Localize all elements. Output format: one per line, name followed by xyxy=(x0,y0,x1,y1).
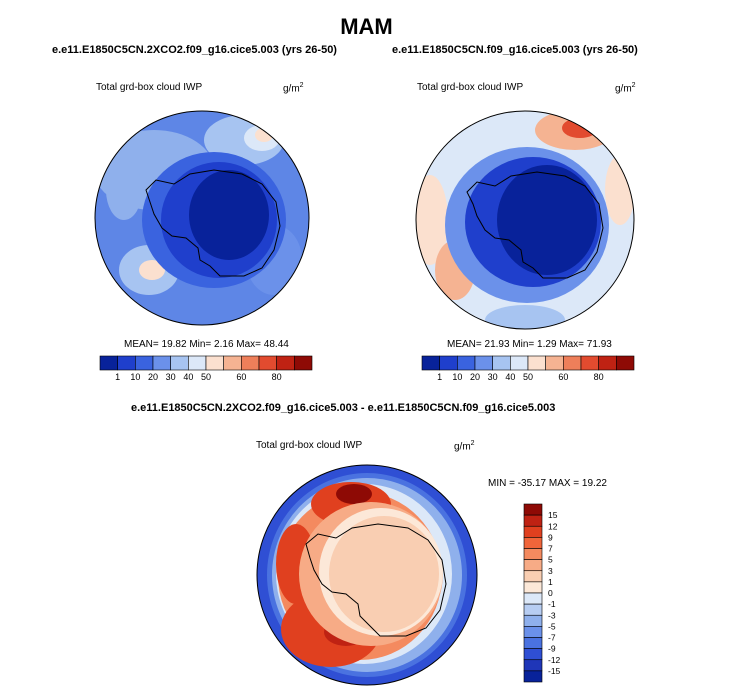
panel1-colorbar-label: 1 xyxy=(115,372,120,382)
panel3-colorbar-box xyxy=(523,525,543,538)
panel2-stats: MEAN= 21.93 Min= 1.29 Max= 71.93 xyxy=(447,339,612,350)
panel2-colorbar-label: 60 xyxy=(558,372,568,382)
panel3-units: g/m2 xyxy=(454,440,475,453)
panel3-colorbar-box xyxy=(523,603,543,616)
panel2-title: e.e11.E1850C5CN.f09_g16.cice5.003 (yrs 2… xyxy=(392,44,638,56)
panel1-colorbar: 1 10 20 30 40 50 60 80 xyxy=(99,355,313,382)
panel2-colorbar-box xyxy=(474,355,493,371)
panel3-colorbar-label: -5 xyxy=(548,621,556,631)
panel2-colorbar-label: 20 xyxy=(470,372,480,382)
panel1-colorbar-box xyxy=(117,355,136,371)
panel1-colorbar-box xyxy=(294,355,313,371)
panel3-colorbar-box xyxy=(523,614,543,627)
panel3-map xyxy=(256,464,478,686)
panel2-colorbar-box xyxy=(563,355,582,371)
panel2-colorbar-box xyxy=(527,355,546,371)
panel1-colorbar-box xyxy=(205,355,224,371)
panel2-colorbar-box xyxy=(510,355,529,371)
panel3-colorbar-box xyxy=(523,537,543,549)
panel1-colorbar-label: 60 xyxy=(236,372,246,382)
panel3-colorbar-box xyxy=(523,570,543,583)
panel3-colorbar-label: 5 xyxy=(548,555,553,565)
panel3-colorbar-label: 1 xyxy=(548,577,553,587)
panel3-colorbar-box xyxy=(523,514,543,527)
panel2-colorbar-label: 1 xyxy=(437,372,442,382)
panel2-colorbar-label: 40 xyxy=(505,372,515,382)
panel3-colorbar-box xyxy=(523,592,543,605)
panel3-colorbar-box xyxy=(523,648,543,661)
panel3-colorbar-label: -15 xyxy=(548,666,561,676)
panel2-colorbar-box xyxy=(598,355,617,371)
panel3-colorbar-label: 3 xyxy=(548,566,553,576)
panel1-colorbar-box xyxy=(99,355,118,371)
panel3-colorbar-label: -7 xyxy=(548,633,556,643)
panel2-colorbar-box xyxy=(616,355,635,371)
panel1-colorbar-label: 20 xyxy=(148,372,158,382)
panel1-units: g/m2 xyxy=(283,82,304,95)
panel2-colorbar-box xyxy=(580,355,599,371)
panel1-colorbar-box xyxy=(152,355,171,371)
panel3-colorbar-label: 9 xyxy=(548,532,553,542)
panel3-colorbar-box xyxy=(523,670,543,683)
panel2-colorbar-box xyxy=(492,355,511,371)
panel3-colorbar-label: 7 xyxy=(548,544,553,554)
panel3-colorbar-box xyxy=(523,626,543,638)
panel1-colorbar-box xyxy=(135,355,154,371)
panel2-colorbar-box xyxy=(421,355,440,371)
panel1-colorbar-label: 50 xyxy=(201,372,211,382)
panel2-colorbar-label: 80 xyxy=(594,372,604,382)
panel2-colorbar-label: 30 xyxy=(488,372,498,382)
panel1-colorbar-box xyxy=(188,355,207,371)
panel2-units: g/m2 xyxy=(615,82,636,95)
panel3-colorbar-box xyxy=(523,559,543,572)
figure-title: MAM xyxy=(340,14,393,39)
panel1-variable: Total grd-box cloud IWP xyxy=(96,82,203,93)
panel3-colorbar-label: -1 xyxy=(548,599,556,609)
panel1-map xyxy=(94,110,310,326)
panel1-colorbar-box xyxy=(223,355,242,371)
panel3-colorbar-box xyxy=(523,503,543,516)
panel1-colorbar-label: 80 xyxy=(272,372,282,382)
panel3-colorbar-label: 12 xyxy=(548,521,558,531)
panel3-stats: MIN = -35.17 MAX = 19.22 xyxy=(488,478,607,489)
panel3-colorbar-box xyxy=(523,581,543,594)
panel1-colorbar-label: 30 xyxy=(166,372,176,382)
panel1-title: e.e11.E1850C5CN.2XCO2.f09_g16.cice5.003 … xyxy=(52,44,337,56)
panel1-colorbar-box xyxy=(258,355,277,371)
panel3-colorbar-box xyxy=(523,548,543,560)
panel2-colorbar: 1 10 20 30 40 50 60 80 xyxy=(421,355,635,382)
panel1-colorbar-label: 40 xyxy=(183,372,193,382)
panel2-map xyxy=(415,110,635,330)
panel1-colorbar-box xyxy=(241,355,260,371)
panel3-colorbar-box xyxy=(523,659,543,672)
panel3-colorbar-label: -12 xyxy=(548,655,561,665)
panel1-colorbar-label: 10 xyxy=(130,372,140,382)
panel3-colorbar-box xyxy=(523,637,543,649)
panel2-colorbar-box xyxy=(545,355,564,371)
panel3-title: e.e11.E1850C5CN.2XCO2.f09_g16.cice5.003 … xyxy=(131,402,556,414)
panel3-colorbar-label: 15 xyxy=(548,510,558,520)
panel2-colorbar-label: 50 xyxy=(523,372,533,382)
panel2-colorbar-label: 10 xyxy=(452,372,462,382)
panel3-colorbar-label: 0 xyxy=(548,588,553,598)
panel3-colorbar-label: -3 xyxy=(548,610,556,620)
panel3-colorbar-label: -9 xyxy=(548,644,556,654)
panel2-colorbar-box xyxy=(439,355,458,371)
panel1-colorbar-box xyxy=(170,355,189,371)
panel1-stats: MEAN= 19.82 Min= 2.16 Max= 48.44 xyxy=(124,339,289,350)
panel1-colorbar-box xyxy=(276,355,295,371)
panel2-variable: Total grd-box cloud IWP xyxy=(417,82,524,93)
panel3-variable: Total grd-box cloud IWP xyxy=(256,440,363,451)
panel2-colorbar-box xyxy=(457,355,476,371)
